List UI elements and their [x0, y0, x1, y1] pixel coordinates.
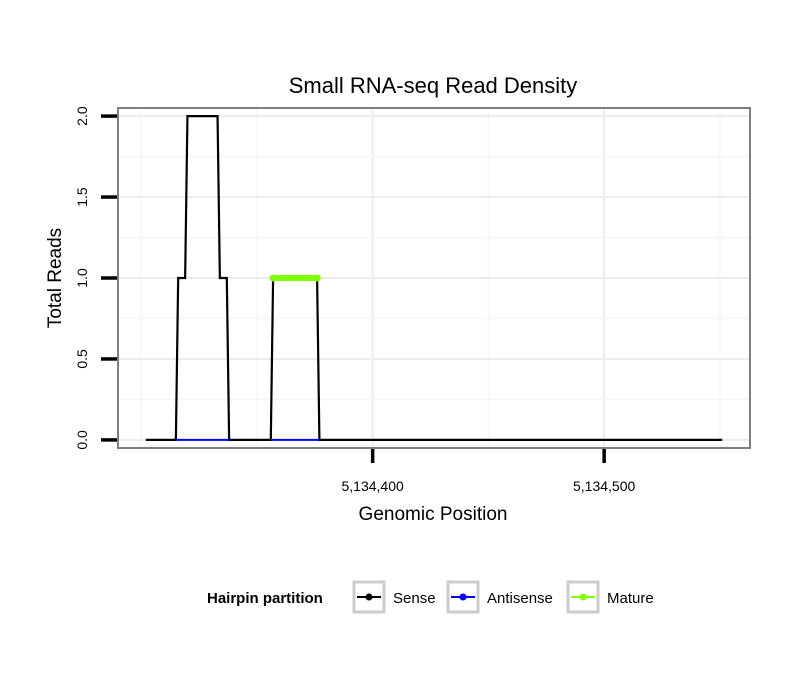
y-tick-label: 1.0 [74, 268, 90, 288]
data-point-mature [269, 274, 277, 282]
chart-title: Small RNA-seq Read Density [289, 73, 578, 98]
legend-key-sense [352, 580, 386, 614]
legend-marker-mature [579, 593, 587, 601]
legend-label-antisense: Antisense [487, 590, 553, 607]
legend-label-sense: Sense [393, 590, 436, 607]
plot-panel [117, 107, 751, 449]
legend-label-mature: Mature [607, 590, 654, 607]
x-tick-label: 5,134,500 [573, 478, 635, 494]
grid-lines [118, 108, 750, 448]
y-axis-title: Total Reads [45, 228, 66, 328]
x-axis-title: Genomic Position [359, 504, 508, 525]
x-axis: 5,134,400 5,134,500 [342, 449, 636, 494]
legend-item-antisense: Antisense [446, 580, 553, 614]
legend-item-mature: Mature [566, 580, 654, 614]
data-point-mature [313, 274, 321, 282]
series-layer [145, 114, 723, 442]
y-tick-label: 0.5 [74, 349, 90, 369]
y-axis: 0.0 0.5 1.0 1.5 2.0 [74, 106, 117, 450]
legend: Hairpin partition Sense Antisense Mature [207, 580, 654, 614]
legend-title: Hairpin partition [207, 590, 323, 607]
y-tick-label: 1.5 [74, 187, 90, 207]
legend-item-sense: Sense [352, 580, 436, 614]
x-tick-label: 5,134,400 [342, 478, 404, 494]
plot-border [117, 107, 751, 449]
legend-marker-antisense [459, 593, 467, 601]
legend-marker-sense [365, 593, 373, 601]
y-tick-label: 2.0 [74, 106, 90, 126]
y-tick-label: 0.0 [74, 430, 90, 450]
